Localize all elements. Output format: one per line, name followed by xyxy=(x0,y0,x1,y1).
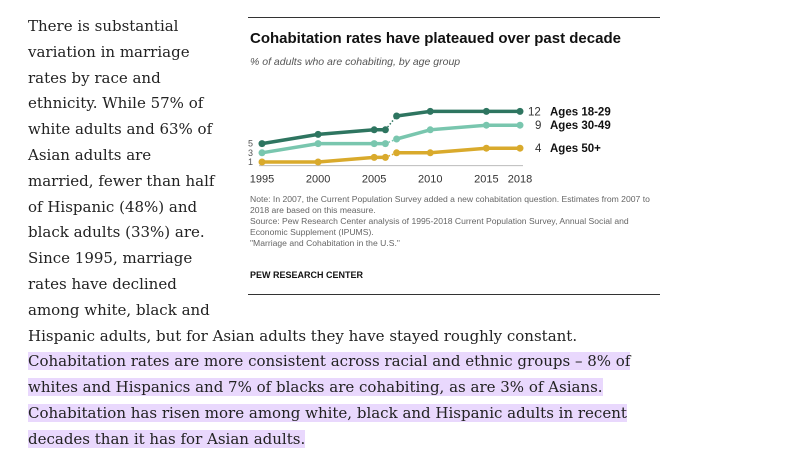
data-point xyxy=(381,153,389,161)
series-label: Ages 18-29 xyxy=(550,106,611,118)
data-point xyxy=(314,140,322,148)
chart-title: Cohabitation rates have plateaued over p… xyxy=(250,30,621,47)
data-point xyxy=(314,130,322,138)
end-value-label: 9 xyxy=(535,120,541,132)
data-point xyxy=(482,144,490,152)
data-point xyxy=(258,149,266,157)
x-tick-label: 2010 xyxy=(418,174,442,186)
data-point xyxy=(393,149,401,157)
x-tick-label: 1995 xyxy=(250,174,274,186)
y-start-label: 5 xyxy=(248,139,253,149)
data-point xyxy=(370,140,378,148)
series-line xyxy=(262,155,386,164)
series-label: Ages 30-49 xyxy=(550,120,611,132)
data-point xyxy=(381,126,389,134)
x-tick-label: 2015 xyxy=(474,174,498,186)
x-tick-label: 2018 xyxy=(508,174,532,186)
chart-notes: Note: In 2007, the Current Population Su… xyxy=(250,194,660,249)
end-value-label: 12 xyxy=(528,106,541,118)
data-point xyxy=(482,107,490,115)
data-point xyxy=(393,112,401,120)
data-point xyxy=(314,158,322,166)
chart-figure: Cohabitation rates have plateaued over p… xyxy=(248,17,660,295)
end-value-label: 4 xyxy=(535,143,542,155)
series-line xyxy=(261,141,386,155)
chart-report: "Marriage and Cohabitation in the U.S." xyxy=(250,238,400,248)
series-label: Ages 50+ xyxy=(550,143,601,155)
data-point xyxy=(516,121,524,129)
chart-subtitle: % of adults who are cohabiting, by age g… xyxy=(250,56,461,68)
data-point xyxy=(516,144,524,152)
data-point xyxy=(516,107,524,115)
chart-source: Source: Pew Research Center analysis of … xyxy=(250,216,629,237)
data-point xyxy=(426,149,434,157)
data-point xyxy=(370,153,378,161)
data-point xyxy=(426,107,434,115)
x-tick-label: 2005 xyxy=(362,174,386,186)
series-line xyxy=(261,128,386,146)
series-line xyxy=(396,123,520,141)
data-point xyxy=(258,140,266,148)
line-chart: 1995 2000 2005 2010 2015 2018 5 12 Ages 18-29 3 9 A… xyxy=(248,106,611,186)
data-point xyxy=(393,135,401,143)
chart-note: Note: In 2007, the Current Population Su… xyxy=(250,194,650,215)
y-start-label: 3 xyxy=(248,148,253,158)
brand-label: PEW RESEARCH CENTER xyxy=(250,270,364,280)
series-line xyxy=(396,146,520,155)
series-line xyxy=(396,109,520,118)
x-tick-label: 2000 xyxy=(306,174,330,186)
data-point xyxy=(258,158,266,166)
article-paragraph: There is substantial variation in marria… xyxy=(28,14,668,453)
data-point xyxy=(370,126,378,134)
data-point xyxy=(381,140,389,148)
data-point xyxy=(426,126,434,134)
highlighted-text: Cohabitation rates are more consistent a… xyxy=(28,352,631,448)
data-point xyxy=(482,121,490,129)
y-start-label: 1 xyxy=(248,157,253,167)
paragraph-text: There is substantial variation in marria… xyxy=(28,17,578,345)
